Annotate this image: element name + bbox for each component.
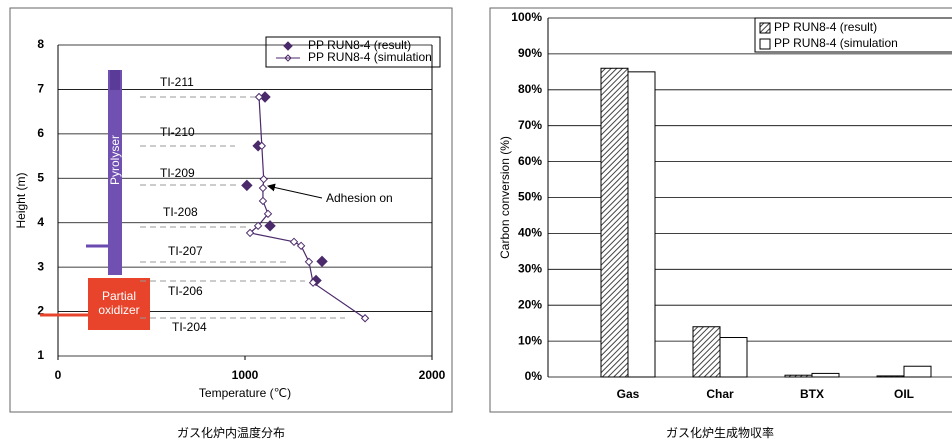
legend-swatch xyxy=(759,38,771,50)
y-tick-label: 8 xyxy=(37,37,44,51)
y-tick-label: 0% xyxy=(525,369,543,383)
y-tick-label: 10% xyxy=(518,333,542,347)
bar xyxy=(876,375,905,378)
x-tick-label: OIL xyxy=(894,387,914,401)
sensor-label: TI-209 xyxy=(160,166,195,180)
bar xyxy=(811,372,840,378)
y-tick-label: 20% xyxy=(518,297,542,311)
data-point xyxy=(316,255,328,268)
y-tick-label: 1 xyxy=(37,348,44,362)
y-tick-label: 7 xyxy=(37,82,44,96)
y-tick-label: 6 xyxy=(37,126,44,140)
legend-label: PP RUN8-4 (result) xyxy=(308,38,411,52)
panel-frame xyxy=(9,7,453,413)
x-tick-label: 1000 xyxy=(232,368,259,382)
y-tick-label: 4 xyxy=(37,215,44,229)
data-point xyxy=(245,228,255,238)
data-point xyxy=(304,257,314,267)
sensor-label: TI-211 xyxy=(160,75,194,89)
data-point xyxy=(257,141,267,151)
y-tick-label: 80% xyxy=(518,82,542,96)
sensor-label: TI-208 xyxy=(163,205,198,219)
pyrolyser xyxy=(108,70,122,275)
data-point xyxy=(254,92,264,102)
reactor-label: oxidizer xyxy=(98,303,139,317)
data-point xyxy=(258,183,268,193)
sensor-label: TI-204 xyxy=(172,320,207,334)
y-tick-label: 5 xyxy=(37,170,44,184)
legend-label: PP RUN8-4 (result) xyxy=(774,20,877,34)
data-point xyxy=(263,209,273,219)
legend-swatch xyxy=(759,22,771,34)
x-tick-label: Char xyxy=(706,387,734,401)
legend-label: PP RUN8-4 (simulation xyxy=(774,36,898,50)
y-axis-label: Carbon conversion (%) xyxy=(498,136,512,259)
y-tick-label: 100% xyxy=(511,10,542,24)
data-point xyxy=(258,196,268,206)
y-tick-label: 70% xyxy=(518,118,542,132)
data-point xyxy=(289,237,299,247)
data-point xyxy=(259,174,268,184)
oxidizer xyxy=(88,278,150,330)
x-tick-label: BTX xyxy=(800,387,824,401)
y-axis-label: Height (m) xyxy=(14,172,28,228)
sensor-label: TI-207 xyxy=(168,244,203,258)
legend-marker xyxy=(283,41,293,51)
reactor-label: Pyrolyser xyxy=(108,135,122,185)
x-tick-label: Gas xyxy=(617,387,640,401)
y-tick-label: 3 xyxy=(37,259,44,273)
legend-label: PP RUN8-4 (simulation xyxy=(308,50,432,64)
data-point xyxy=(241,179,253,192)
pyrolyser-top xyxy=(110,70,120,90)
sensor-label: TI-210 xyxy=(160,125,195,139)
bar xyxy=(784,374,813,378)
data-point xyxy=(259,91,271,103)
data-point xyxy=(308,278,318,287)
reactor-label: Partial xyxy=(102,289,136,303)
x-tick-label: 2000 xyxy=(419,368,446,382)
data-line xyxy=(248,96,366,319)
bar xyxy=(903,365,932,378)
caption: ガス化炉内温度分布 xyxy=(177,425,285,440)
legend-frame xyxy=(265,36,441,68)
sensor-label: TI-206 xyxy=(168,284,203,298)
y-tick-label: 2 xyxy=(37,304,44,318)
data-point xyxy=(296,241,306,251)
x-axis-label: Temperature (℃) xyxy=(199,386,291,400)
y-tick-label: 60% xyxy=(518,154,542,168)
y-tick-label: 90% xyxy=(518,46,542,60)
bar xyxy=(627,71,656,378)
panel-frame xyxy=(489,7,952,413)
y-tick-label: 50% xyxy=(518,190,542,204)
y-tick-label: 30% xyxy=(518,261,542,275)
x-tick-label: 0 xyxy=(55,368,62,382)
caption: ガス化炉生成物収率 xyxy=(666,425,774,440)
bar xyxy=(692,326,721,378)
data-point xyxy=(253,221,263,231)
legend-frame xyxy=(754,17,952,53)
bar xyxy=(600,67,629,378)
data-point xyxy=(360,314,370,323)
annotation-arrow xyxy=(267,183,323,199)
bar xyxy=(719,337,748,378)
y-tick-label: 40% xyxy=(518,226,542,240)
annotation: Adhesion on xyxy=(326,191,393,205)
data-point xyxy=(264,220,276,232)
